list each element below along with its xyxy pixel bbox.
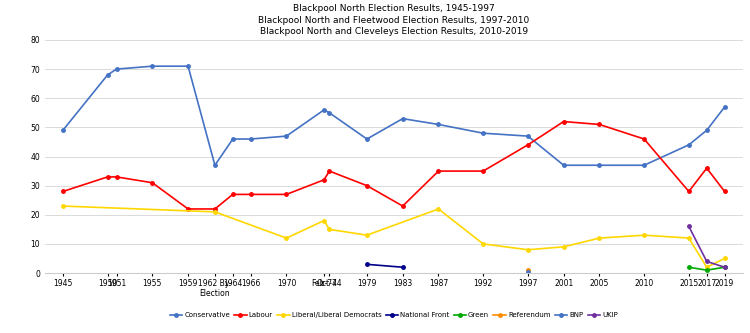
Legend: Conservative, Labour, Liberal/Liberal Democrats, National Front, Green, Referend: Conservative, Labour, Liberal/Liberal De…: [166, 309, 621, 321]
Title: Blackpool North Election Results, 1945-1997
Blackpool North and Fleetwood Electi: Blackpool North Election Results, 1945-1…: [258, 4, 530, 36]
